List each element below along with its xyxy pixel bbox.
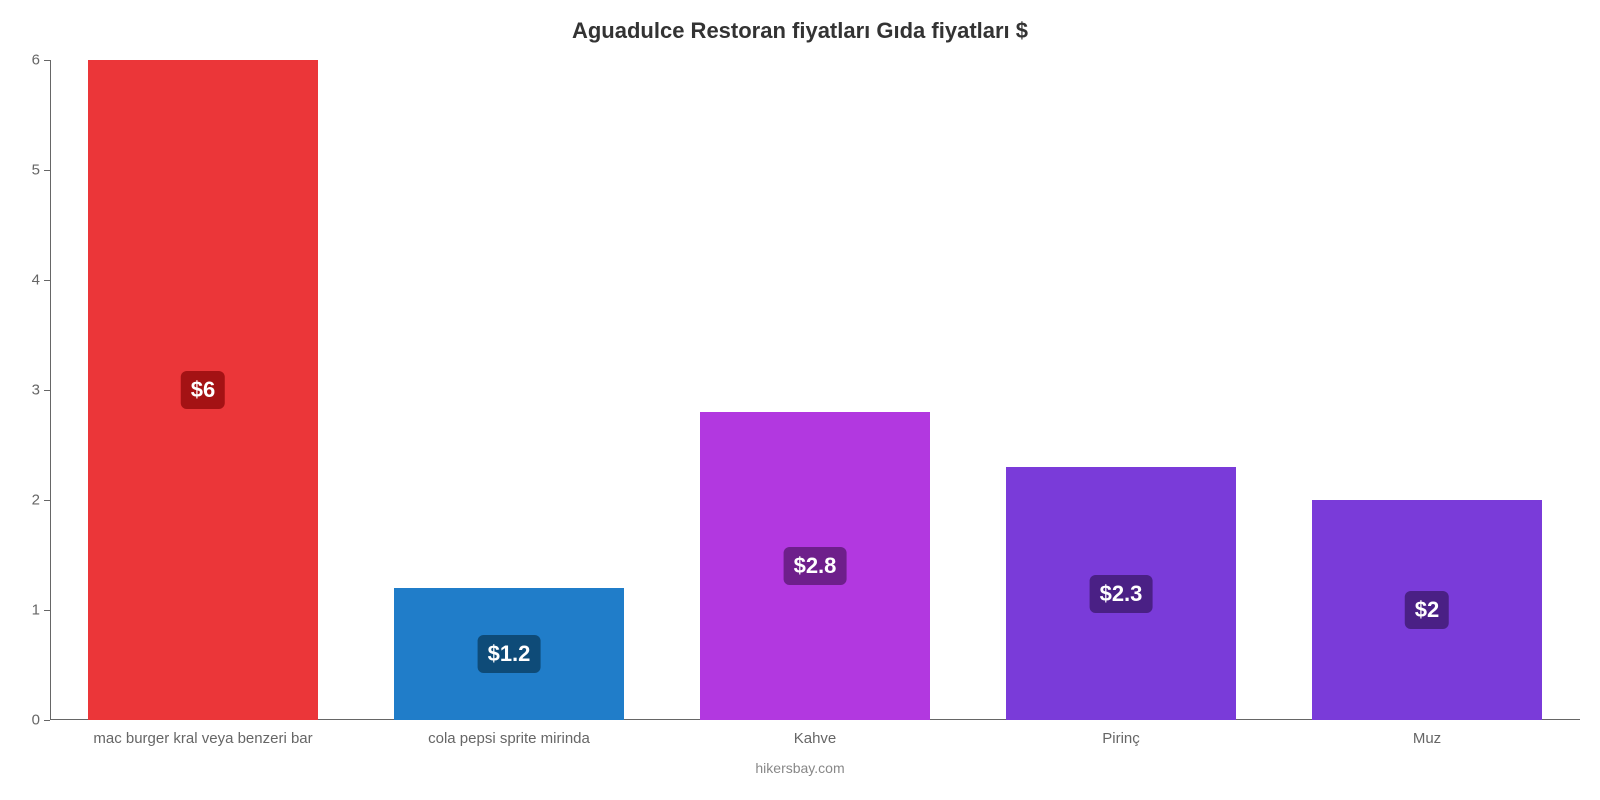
bar: $6 — [88, 60, 318, 720]
bar-value-label: $2.3 — [1090, 575, 1153, 613]
bar: $2 — [1312, 500, 1542, 720]
bar-value-label: $1.2 — [478, 635, 541, 673]
y-tick-label: 5 — [10, 162, 40, 179]
x-tick-label: Kahve — [794, 730, 837, 747]
bar: $2.8 — [700, 412, 930, 720]
y-axis-line — [50, 60, 51, 720]
bar-value-label: $6 — [181, 371, 225, 409]
x-tick-label: Muz — [1413, 730, 1441, 747]
bar: $1.2 — [394, 588, 624, 720]
chart-container: Aguadulce Restoran fiyatları Gıda fiyatl… — [0, 0, 1600, 800]
y-tick-label: 2 — [10, 492, 40, 509]
y-tick-label: 4 — [10, 272, 40, 289]
y-tick — [44, 720, 50, 721]
attribution-text: hikersbay.com — [0, 760, 1600, 776]
y-tick-label: 3 — [10, 382, 40, 399]
y-tick-label: 6 — [10, 52, 40, 69]
y-tick-label: 1 — [10, 602, 40, 619]
bar-value-label: $2.8 — [784, 547, 847, 585]
x-tick-label: cola pepsi sprite mirinda — [428, 730, 590, 747]
y-tick — [44, 610, 50, 611]
y-tick — [44, 60, 50, 61]
x-tick-label: Pirinç — [1102, 730, 1140, 747]
bar: $2.3 — [1006, 467, 1236, 720]
chart-title: Aguadulce Restoran fiyatları Gıda fiyatl… — [0, 18, 1600, 44]
x-tick-label: mac burger kral veya benzeri bar — [93, 730, 312, 747]
y-tick — [44, 280, 50, 281]
y-tick — [44, 170, 50, 171]
y-tick — [44, 390, 50, 391]
plot-area: 0123456$6mac burger kral veya benzeri ba… — [50, 60, 1580, 720]
y-tick — [44, 500, 50, 501]
y-tick-label: 0 — [10, 712, 40, 729]
bar-value-label: $2 — [1405, 591, 1449, 629]
